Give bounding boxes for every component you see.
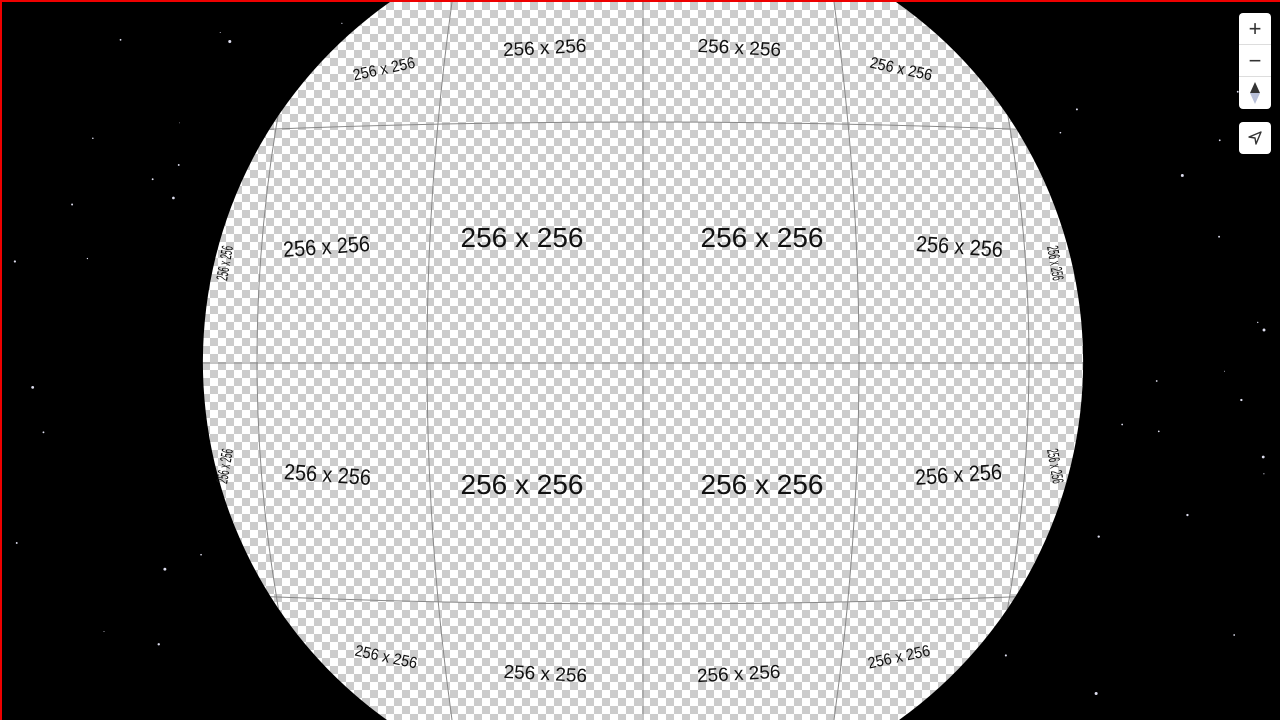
- star: [103, 631, 105, 633]
- star: [341, 22, 343, 24]
- star: [1218, 139, 1221, 142]
- star: [15, 542, 18, 544]
- tile-labels: 256 x 256 256 x 256 256 x 256 256 x 256 256 …: [213, 36, 1066, 687]
- compass-icon: [1250, 82, 1260, 104]
- tile-label: 256 x 256: [1043, 244, 1067, 282]
- tile-label: 256 x 256: [914, 460, 1002, 490]
- tile-label: 256 x 256: [461, 222, 584, 253]
- navigation-control: + −: [1239, 13, 1271, 109]
- star: [179, 122, 180, 124]
- star: [1094, 692, 1098, 696]
- star: [172, 196, 175, 200]
- tile-label: 256 x 256: [1043, 447, 1067, 485]
- zoom-in-button[interactable]: +: [1239, 13, 1271, 45]
- star: [1240, 398, 1243, 402]
- tile-label: 256 x 256: [283, 460, 371, 490]
- star: [1262, 328, 1266, 332]
- star: [1004, 654, 1007, 657]
- tile-label: 256 x 256: [502, 36, 586, 61]
- tile-label: 256 x 256: [696, 662, 780, 687]
- star: [42, 431, 45, 434]
- star: [1236, 90, 1239, 93]
- star: [151, 178, 154, 181]
- star: [92, 137, 94, 140]
- star: [13, 260, 16, 263]
- tile-label: 256 x 256: [701, 222, 824, 253]
- star: [1261, 455, 1265, 459]
- star: [1257, 321, 1259, 324]
- starfield: [13, 22, 1266, 696]
- geolocate-control: [1239, 122, 1271, 154]
- tile-label: 256 x 256: [503, 662, 587, 687]
- star: [119, 38, 122, 41]
- zoom-out-button[interactable]: −: [1239, 45, 1271, 77]
- star: [1157, 430, 1160, 433]
- star: [1180, 173, 1184, 177]
- tile-label: 256 x 256: [213, 447, 237, 485]
- star: [1121, 423, 1124, 426]
- compass-button[interactable]: [1239, 77, 1271, 109]
- tile-label: 256 x 256: [701, 469, 824, 500]
- star: [86, 257, 89, 260]
- star: [157, 643, 160, 646]
- tile-label: 256 x 256: [697, 36, 781, 61]
- star: [1224, 370, 1226, 372]
- plus-icon: +: [1248, 15, 1262, 41]
- geolocate-button[interactable]: [1239, 122, 1271, 154]
- tile-label: 256 x 256: [213, 244, 237, 282]
- star: [1059, 131, 1062, 134]
- star: [163, 567, 167, 571]
- star: [1186, 513, 1189, 517]
- star: [1263, 473, 1265, 475]
- star: [1233, 634, 1236, 636]
- minus-icon: −: [1248, 47, 1262, 73]
- locate-arrow-icon: [1248, 131, 1262, 145]
- star: [1155, 380, 1158, 382]
- star: [228, 40, 232, 44]
- star: [1218, 235, 1221, 238]
- star: [1075, 108, 1078, 111]
- star: [219, 32, 221, 34]
- tile-label: 256 x 256: [282, 232, 370, 262]
- star: [71, 203, 74, 206]
- star: [200, 553, 202, 556]
- tile-label: 256 x 256: [915, 232, 1003, 262]
- star: [177, 164, 180, 166]
- tile-label: 256 x 256: [461, 469, 584, 500]
- star: [1097, 535, 1100, 538]
- star: [31, 385, 35, 389]
